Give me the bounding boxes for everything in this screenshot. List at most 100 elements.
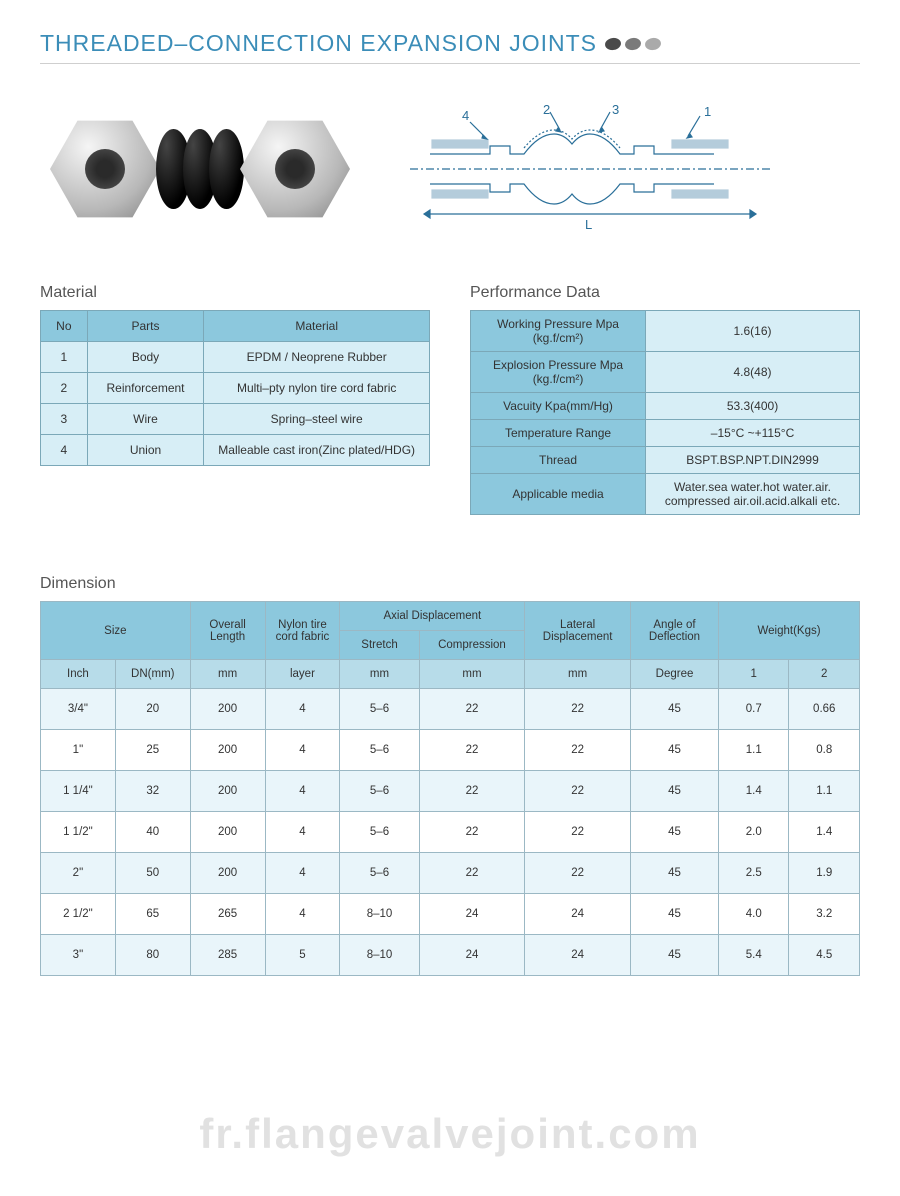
dim-cell: 45 — [630, 730, 718, 771]
perf-value: 1.6(16) — [646, 311, 860, 352]
dim-cell: 4 — [265, 853, 340, 894]
dim-sub-header: 1 — [719, 660, 789, 689]
performance-header: Performance Data — [470, 284, 860, 302]
material-cell: 3 — [41, 404, 88, 435]
dim-cell: 24 — [525, 935, 631, 976]
dim-cell: 45 — [630, 689, 718, 730]
dim-cell: 45 — [630, 894, 718, 935]
material-col-header: Material — [204, 311, 430, 342]
dim-cell: 65 — [115, 894, 190, 935]
dim-cell: 24 — [419, 894, 525, 935]
dim-cell: 22 — [419, 853, 525, 894]
nut-hole — [85, 149, 125, 189]
dim-cell: 22 — [525, 812, 631, 853]
dim-cell: 20 — [115, 689, 190, 730]
dim-cell: 5–6 — [340, 812, 419, 853]
dim-group-header: Stretch — [340, 631, 419, 660]
table-row: 1 1/2"4020045–62222452.01.4 — [41, 812, 860, 853]
dim-cell: 22 — [525, 730, 631, 771]
dim-cell: 24 — [419, 935, 525, 976]
dim-cell: 45 — [630, 935, 718, 976]
diagram-length-label: L — [585, 217, 592, 232]
dim-cell: 45 — [630, 771, 718, 812]
perf-value: 4.8(48) — [646, 352, 860, 393]
tables-row: Material NoPartsMaterial1BodyEPDM / Neop… — [40, 284, 860, 515]
dim-cell: 2.5 — [719, 853, 789, 894]
material-table: NoPartsMaterial1BodyEPDM / Neoprene Rubb… — [40, 310, 430, 466]
dim-cell: 3/4" — [41, 689, 116, 730]
dim-cell: 22 — [419, 689, 525, 730]
material-cell: 4 — [41, 435, 88, 466]
material-cell: Wire — [87, 404, 204, 435]
dim-cell: 0.8 — [789, 730, 860, 771]
dim-sub-header: layer — [265, 660, 340, 689]
dim-sub-header: mm — [419, 660, 525, 689]
material-cell: 2 — [41, 373, 88, 404]
dim-cell: 5 — [265, 935, 340, 976]
dim-cell: 22 — [525, 689, 631, 730]
dim-cell: 5–6 — [340, 730, 419, 771]
dim-cell: 4 — [265, 730, 340, 771]
dim-cell: 22 — [419, 730, 525, 771]
dim-cell: 200 — [190, 812, 265, 853]
material-cell: 1 — [41, 342, 88, 373]
dim-cell: 2" — [41, 853, 116, 894]
performance-table: Working Pressure Mpa (kg.f/cm²)1.6(16)Ex… — [470, 310, 860, 515]
nut-right — [240, 114, 350, 224]
dim-cell: 1.4 — [719, 771, 789, 812]
table-row: 3"8028558–102424455.44.5 — [41, 935, 860, 976]
dim-cell: 3.2 — [789, 894, 860, 935]
dim-group-header: Angle of Deflection — [630, 602, 718, 660]
dim-cell: 4 — [265, 689, 340, 730]
perf-label: Thread — [471, 447, 646, 474]
dim-group-header: Nylon tire cord fabric — [265, 602, 340, 660]
dim-cell: 45 — [630, 853, 718, 894]
title-dots — [605, 38, 661, 50]
dim-cell: 200 — [190, 853, 265, 894]
dim-cell: 5–6 — [340, 689, 419, 730]
table-row: 3/4"2020045–62222450.70.66 — [41, 689, 860, 730]
dim-sub-header: Inch — [41, 660, 116, 689]
dim-cell: 1.9 — [789, 853, 860, 894]
dim-cell: 1" — [41, 730, 116, 771]
dim-sub-header: mm — [340, 660, 419, 689]
dim-group-header: Compression — [419, 631, 525, 660]
perf-label: Applicable media — [471, 474, 646, 515]
diagram-svg: 4 2 3 1 L — [410, 104, 770, 234]
dim-cell: 1.4 — [789, 812, 860, 853]
material-section: Material NoPartsMaterial1BodyEPDM / Neop… — [40, 284, 430, 515]
dim-sub-header: mm — [190, 660, 265, 689]
dim-cell: 1 1/2" — [41, 812, 116, 853]
material-header: Material — [40, 284, 430, 302]
dim-cell: 0.7 — [719, 689, 789, 730]
dim-cell: 5–6 — [340, 771, 419, 812]
dim-cell: 22 — [525, 853, 631, 894]
perf-label: Working Pressure Mpa (kg.f/cm²) — [471, 311, 646, 352]
dim-cell: 24 — [525, 894, 631, 935]
dim-cell: 1.1 — [789, 771, 860, 812]
dim-cell: 80 — [115, 935, 190, 976]
dimension-table: SizeOverall LengthNylon tire cord fabric… — [40, 601, 860, 976]
dim-cell: 1.1 — [719, 730, 789, 771]
dim-cell: 5–6 — [340, 853, 419, 894]
perf-value: Water.sea water.hot water.air. compresse… — [646, 474, 860, 515]
dim-cell: 0.66 — [789, 689, 860, 730]
material-cell: Malleable cast iron(Zinc plated/HDG) — [204, 435, 430, 466]
nut-left — [50, 114, 160, 224]
dimension-header: Dimension — [40, 575, 860, 593]
cross-section-diagram: 4 2 3 1 L — [410, 104, 770, 234]
perf-label: Vacuity Kpa(mm/Hg) — [471, 393, 646, 420]
dim-cell: 40 — [115, 812, 190, 853]
material-col-header: No — [41, 311, 88, 342]
material-cell: Union — [87, 435, 204, 466]
dim-cell: 4.0 — [719, 894, 789, 935]
diagram-label-4: 4 — [462, 108, 469, 123]
dim-sub-header: mm — [525, 660, 631, 689]
material-cell: Body — [87, 342, 204, 373]
dim-cell: 4.5 — [789, 935, 860, 976]
dot-icon — [604, 36, 622, 51]
dim-cell: 8–10 — [340, 894, 419, 935]
table-row: 2 1/2"6526548–102424454.03.2 — [41, 894, 860, 935]
dim-sub-header: Degree — [630, 660, 718, 689]
nut-hole — [275, 149, 315, 189]
